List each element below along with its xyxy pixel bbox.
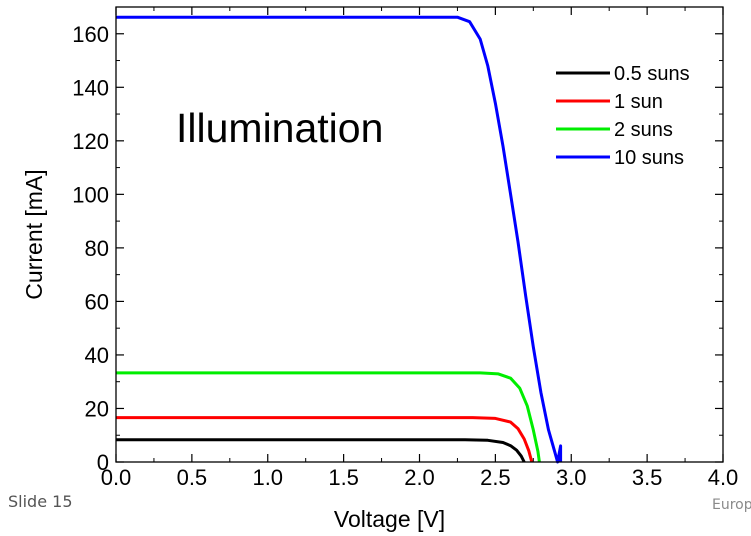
y-tick-label: 160 bbox=[72, 22, 109, 47]
series-line bbox=[116, 15, 563, 464]
x-tick-label: 1.5 bbox=[328, 465, 359, 490]
y-axis-title: Current [mA] bbox=[21, 169, 47, 299]
y-tick-label: 120 bbox=[72, 129, 109, 154]
x-tick-label: 3.0 bbox=[556, 465, 587, 490]
x-axis-title: Voltage [V] bbox=[334, 506, 445, 532]
y-tick-label: 0 bbox=[97, 450, 109, 475]
y-tick-label: 100 bbox=[72, 182, 109, 207]
y-tick-label: 80 bbox=[85, 236, 109, 261]
x-tick-label: 4.0 bbox=[708, 465, 739, 490]
footer-text: Europe bbox=[712, 497, 751, 513]
legend-label: 2 suns bbox=[614, 119, 673, 141]
slide-number: Slide 15 bbox=[8, 492, 73, 511]
x-tick-label: 0.5 bbox=[177, 465, 208, 490]
y-tick-label: 20 bbox=[85, 396, 109, 421]
y-tick-label: 60 bbox=[85, 289, 109, 314]
axes-layer: 0.0 0.5 1.0 1.5 2.0 2.5 3.0 3.5 4.0 0 20 40 60 80 100 1… bbox=[72, 6, 739, 490]
y-tick-label: 40 bbox=[85, 343, 109, 368]
x-tick-label: 3.5 bbox=[632, 465, 663, 490]
x-tick-label: 2.5 bbox=[480, 465, 511, 490]
legend-label: 0.5 suns bbox=[614, 63, 690, 85]
series-line bbox=[116, 371, 541, 463]
x-tick-label: 2.0 bbox=[404, 465, 435, 490]
legend-label: 1 sun bbox=[614, 91, 663, 113]
x-tick-label: 1.0 bbox=[252, 465, 283, 490]
legend-label: 10 suns bbox=[614, 147, 684, 169]
x-tick-label: 0.0 bbox=[101, 465, 132, 490]
legend: 0.5 suns 1 sun 2 suns 10 suns bbox=[556, 63, 690, 169]
y-tick-label: 140 bbox=[72, 75, 109, 100]
series-line bbox=[116, 416, 534, 463]
series-layer bbox=[116, 15, 563, 464]
series-line bbox=[116, 438, 526, 463]
illumination-annotation: Illumination bbox=[176, 105, 383, 151]
